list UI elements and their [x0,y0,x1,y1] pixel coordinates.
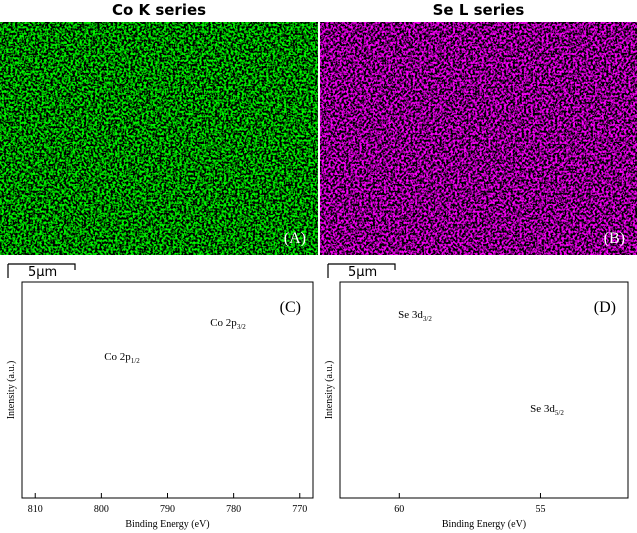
annotation-subscript: 3/2 [237,323,246,331]
scale-bar-label: 5µm [348,265,377,280]
panel-label: (C) [280,299,301,316]
annotation-subscript: 5/2 [555,409,564,417]
plot-frame [21,281,314,499]
x-tick-label: 790 [160,504,175,515]
panel-label: (D) [594,299,616,316]
peak-annotation: Co 2p3/2 [210,317,246,331]
y-axis-label: Intensity (a.u.) [6,361,17,420]
scale-bar [327,263,396,278]
x-tick-label: 60 [394,504,404,515]
y-axis-label: Intensity (a.u.) [324,361,335,420]
panel-label: (B) [604,230,625,247]
annotation-text: Se 3d [398,309,423,321]
annotation-subscript: 1/2 [131,357,140,365]
peak-annotation: Se 3d5/2 [530,403,564,417]
peak-annotation: Co 2p1/2 [104,351,140,365]
map-title: Co K series [112,1,206,19]
x-tick-label: 770 [292,504,307,515]
scale-bar-label: 5µm [28,265,57,280]
x-axis-label: Binding Energy (eV) [125,519,209,530]
x-axis-label: Binding Energy (eV) [442,519,526,530]
plot-frame [339,281,629,499]
x-tick-label: 55 [535,504,545,515]
annotation-text: Co 2p [104,351,131,363]
x-tick-label: 780 [226,504,241,515]
annotation-text: Se 3d [530,403,555,415]
peak-annotation: Se 3d3/2 [398,309,432,323]
element-map [0,22,318,255]
x-tick-label: 810 [28,504,43,515]
x-tick-label: 800 [94,504,109,515]
panel-label: (A) [284,230,306,247]
annotation-text: Co 2p [210,317,237,329]
element-map [320,22,637,255]
map-title: Se L series [433,1,525,19]
scale-bar [7,263,76,278]
annotation-subscript: 3/2 [423,315,432,323]
